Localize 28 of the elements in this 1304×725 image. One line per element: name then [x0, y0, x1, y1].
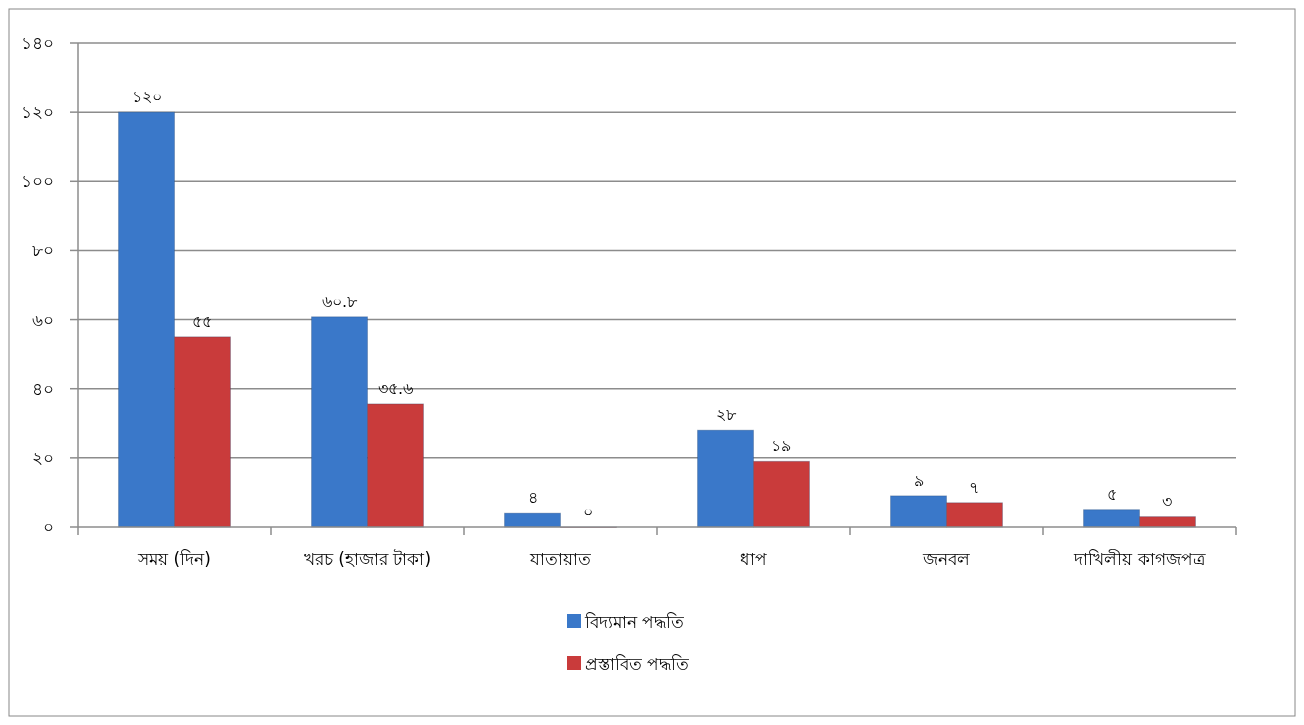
data-label: ৩: [1162, 491, 1173, 511]
data-label: ৫: [1106, 484, 1117, 504]
y-tick-label: ৬০: [32, 309, 54, 330]
legend-label: বিদ্যমান পদ্ধতি: [584, 611, 685, 632]
y-tick-label: ২০: [32, 447, 54, 468]
data-label: ১২০: [131, 87, 162, 107]
legend-label: প্রস্তাবিত পদ্ধতি: [585, 653, 690, 674]
y-tick-label: ১৪০: [21, 32, 54, 53]
data-label: ১৯: [771, 436, 792, 456]
data-label: ৪: [527, 488, 538, 508]
data-label: ৫৫: [192, 311, 213, 331]
x-tick-label: সময় (দিন): [137, 549, 211, 569]
x-tick-label: ধাপ: [740, 549, 767, 569]
data-label: ৬০.৮: [321, 291, 359, 311]
x-tick-label: জনবল: [922, 549, 970, 569]
data-label: ৭: [969, 477, 980, 497]
y-tick-label: ০: [43, 516, 54, 537]
y-tick-label: ১০০: [21, 171, 54, 192]
x-tick-label: দাখিলীয় কাগজপত্র: [1073, 549, 1206, 569]
y-tick-label: ৪০: [32, 378, 54, 399]
x-tick-label: যাতায়াত: [529, 549, 591, 569]
y-tick-label: ৮০: [32, 240, 54, 261]
y-tick-label: ১২০: [21, 102, 54, 123]
data-label: ২৮: [715, 405, 737, 425]
data-label: ৯: [913, 470, 924, 490]
data-label: ৩৫.৬: [377, 378, 414, 398]
data-label: ০: [583, 502, 594, 521]
x-tick-label: খরচ (হাজার টাকা): [303, 549, 432, 569]
